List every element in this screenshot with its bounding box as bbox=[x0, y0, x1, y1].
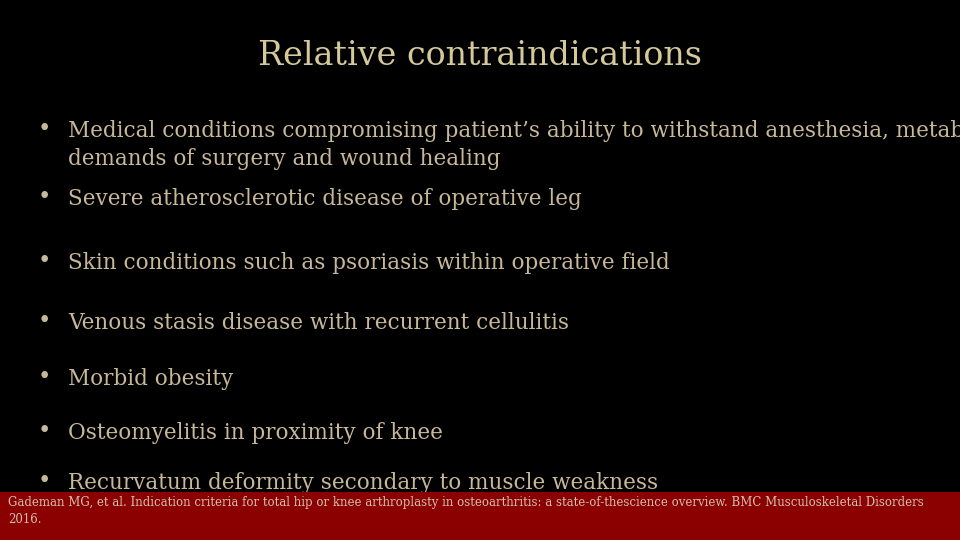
Text: Gademan MG, et al. Indication criteria for total hip or knee arthroplasty in ost: Gademan MG, et al. Indication criteria f… bbox=[8, 496, 924, 526]
Text: Medical conditions compromising patient’s ability to withstand anesthesia, metab: Medical conditions compromising patient’… bbox=[68, 120, 960, 170]
Bar bbox=[0, 492, 960, 540]
Text: •: • bbox=[38, 420, 52, 442]
Text: Morbid obesity: Morbid obesity bbox=[68, 368, 233, 390]
Text: •: • bbox=[38, 470, 52, 492]
Text: Osteomyelitis in proximity of knee: Osteomyelitis in proximity of knee bbox=[68, 422, 443, 444]
Text: •: • bbox=[38, 118, 52, 140]
Text: •: • bbox=[38, 366, 52, 388]
Text: Recurvatum deformity secondary to muscle weakness: Recurvatum deformity secondary to muscle… bbox=[68, 472, 659, 494]
Text: Venous stasis disease with recurrent cellulitis: Venous stasis disease with recurrent cel… bbox=[68, 312, 569, 334]
Text: Relative contraindications: Relative contraindications bbox=[258, 40, 702, 72]
Text: •: • bbox=[38, 310, 52, 332]
Text: Severe atherosclerotic disease of operative leg: Severe atherosclerotic disease of operat… bbox=[68, 188, 582, 210]
Text: Skin conditions such as psoriasis within operative field: Skin conditions such as psoriasis within… bbox=[68, 252, 670, 274]
Text: •: • bbox=[38, 186, 52, 208]
Text: •: • bbox=[38, 250, 52, 272]
